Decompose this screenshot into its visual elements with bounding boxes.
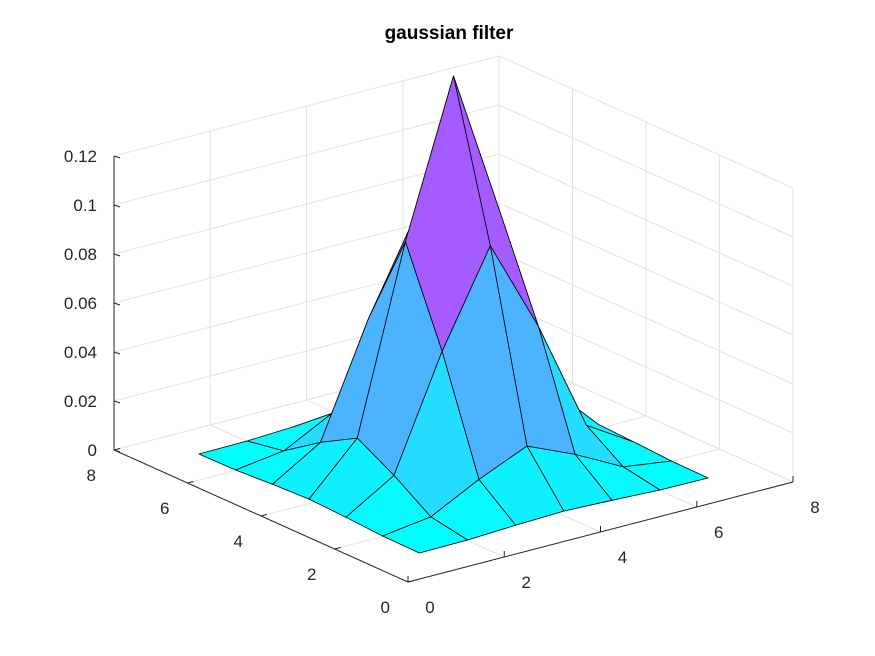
x-tick-label: 2 <box>522 573 531 592</box>
grid-line-backwall-y <box>113 55 500 157</box>
z-axis-tick <box>113 253 121 257</box>
tick-labels: 0 2 4 6 8 0 2 4 6 8 0 0.02 0.04 0.06 0.08 0.1 0.12 <box>64 147 820 617</box>
z-tick-label: 0.04 <box>64 343 97 362</box>
grid-line-backwall-x <box>498 251 794 385</box>
x-tick-label: 8 <box>810 498 819 517</box>
y-axis-tick <box>260 514 268 517</box>
z-tick-label: 0.1 <box>73 196 97 215</box>
y-tick-label: 8 <box>87 466 96 485</box>
y-axis-tick <box>407 580 415 583</box>
axes <box>113 155 794 583</box>
grid-line-backwall-x <box>498 300 794 434</box>
z-tick-label: 0.12 <box>64 147 97 166</box>
z-axis-tick <box>113 155 121 159</box>
grid-line-backwall-x <box>498 55 794 189</box>
surface-patches <box>198 75 709 554</box>
y-axis-tick <box>334 547 341 550</box>
x-tick-label: 6 <box>714 523 723 542</box>
z-axis-tick <box>113 351 121 355</box>
z-axis-tick <box>113 400 121 404</box>
y-tick-label: 4 <box>234 532 243 551</box>
z-axis-tick <box>113 302 121 306</box>
grid-line-backwall-y <box>113 104 500 206</box>
y-tick-label: 6 <box>160 499 169 518</box>
y-axis-tick <box>187 481 194 484</box>
x-tick-label: 4 <box>618 548 627 567</box>
x-tick-label: 0 <box>425 598 434 617</box>
grid-line-backwall-x <box>498 104 794 238</box>
y-tick-label: 0 <box>381 598 390 617</box>
z-axis-tick <box>113 204 121 208</box>
y-tick-label: 2 <box>307 565 316 584</box>
chart-title: gaussian filter <box>385 23 514 44</box>
grid-line-backwall-x <box>498 202 794 336</box>
z-axis-tick <box>113 449 121 453</box>
surface-patch <box>382 516 468 554</box>
z-tick-label: 0.06 <box>64 294 97 313</box>
z-tick-label: 0.02 <box>64 392 97 411</box>
grid-line-backwall-x <box>498 153 794 287</box>
z-tick-label: 0.08 <box>64 245 97 264</box>
y-axis-tick <box>113 448 121 451</box>
z-tick-label: 0 <box>88 441 97 460</box>
